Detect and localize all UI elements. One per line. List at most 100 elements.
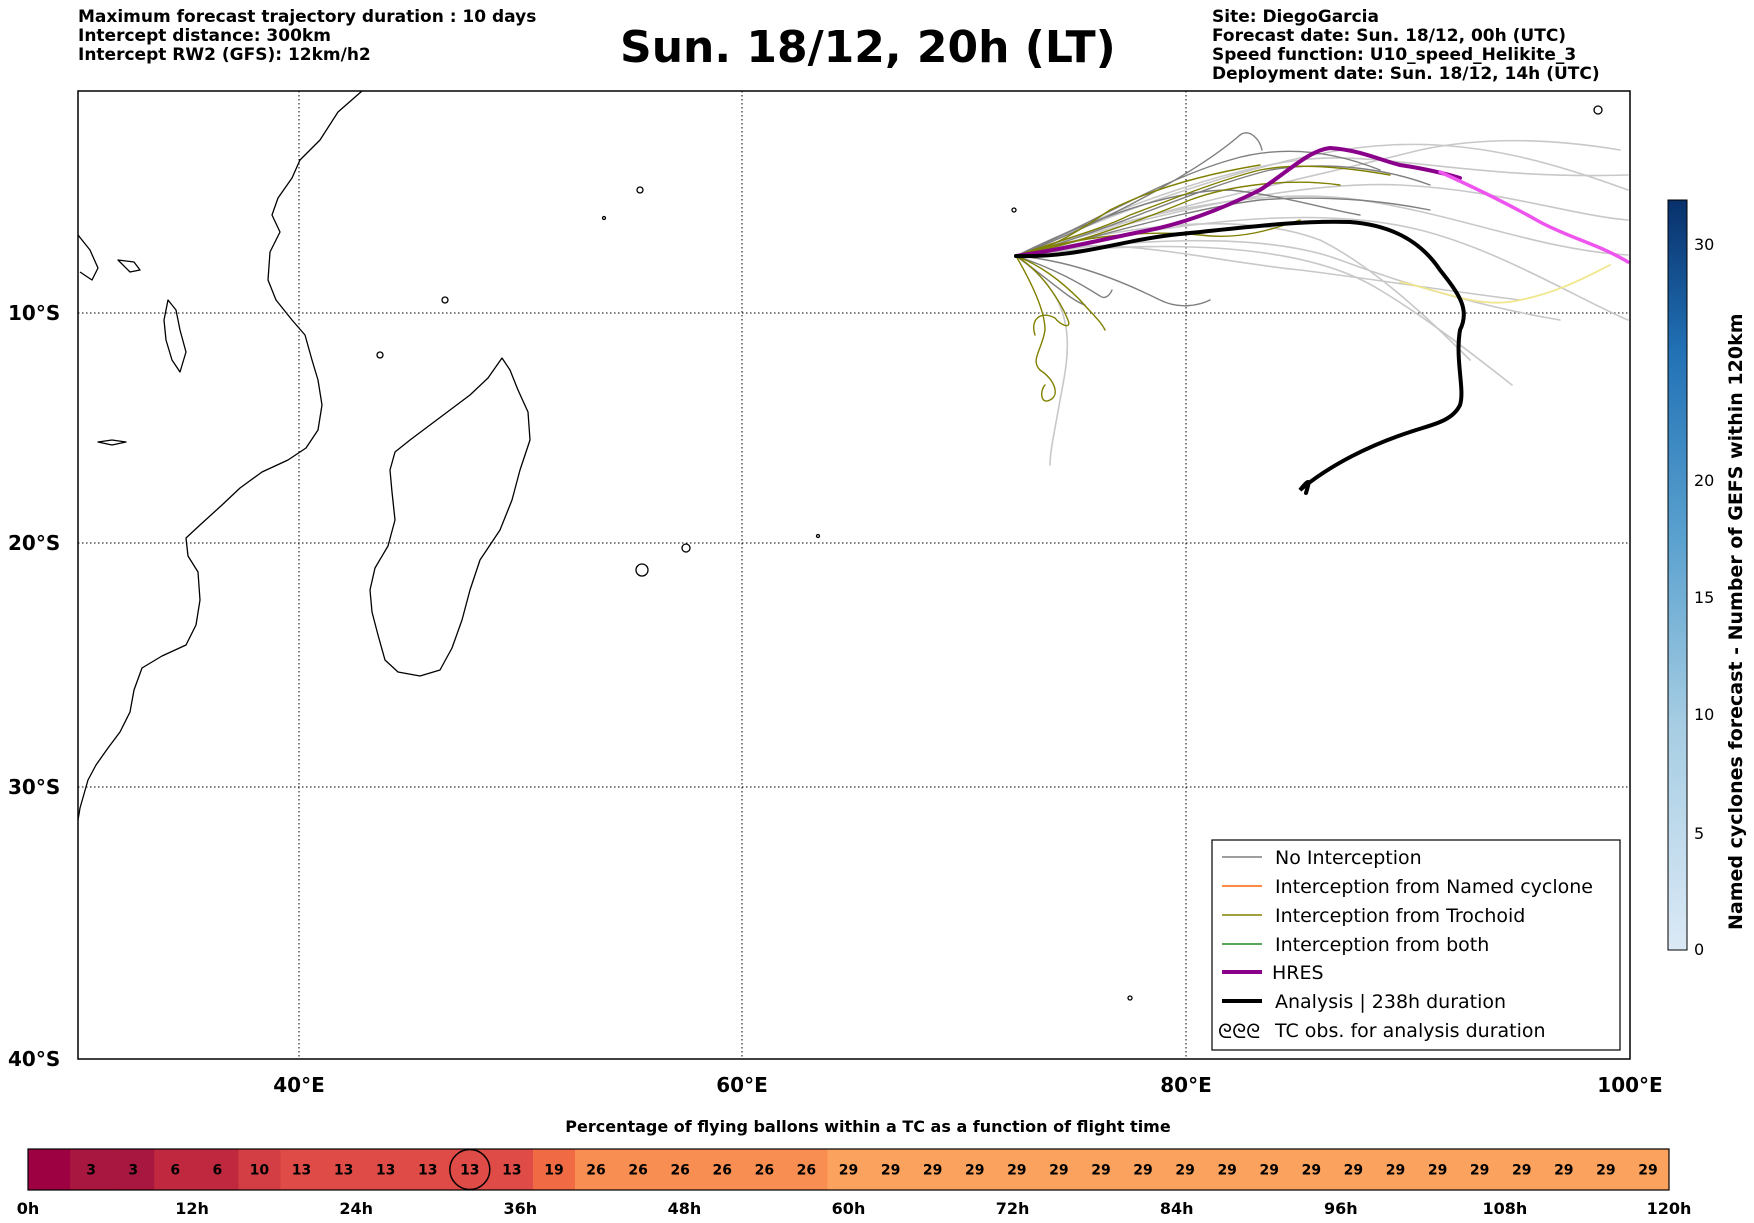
lon-label: 60°E [716,1073,768,1097]
legend-label: HRES [1272,962,1324,984]
timebar-cell [1079,1149,1123,1190]
legend-label: Interception from Trochoid [1275,905,1525,927]
timebar-hour-labels: 0h 12h 24h 36h 48h 60h 72h 84h 96h 108h 120h [17,1199,1692,1218]
legend: No Interception Interception from Named … [1211,839,1621,1051]
map-gridlines [78,91,1630,1059]
timebar-cell [406,1149,450,1190]
timebar-cell-value: 29 [1175,1163,1194,1179]
timebar-cells: 3 3 6 6 10 13 13 13 13 13 13 19 26 26 26 26 26 26 29 29 29 29… [28,1148,1670,1191]
timebar-cell-value: 29 [1133,1163,1152,1179]
timebar-cell-value: 29 [881,1163,900,1179]
timebar-hour-label: 120h [1647,1199,1692,1218]
legend-label: Interception from both [1275,934,1489,956]
timebar-cell [575,1149,618,1190]
timebar-cell [869,1149,913,1190]
coastlines [77,90,1603,1001]
timebar-cell-value: 3 [86,1163,96,1179]
timebar-hour-label: 36h [503,1199,537,1218]
timebar-cell [238,1149,281,1190]
colorbar-label: Named cyclones forecast - Number of GEFS… [1725,313,1747,930]
timebar-cell-value: 6 [212,1163,222,1179]
timebar-cell-value: 26 [670,1163,689,1179]
timebar-cell-value: 3 [128,1163,138,1179]
timebar-cell-value: 29 [965,1163,984,1179]
timebar-cell [827,1149,871,1190]
timebar-hour-label: 60h [832,1199,866,1218]
tc-obs-icon: ᘓᘓᘓ [1218,1019,1260,1043]
timebar-hour-label: 48h [668,1199,702,1218]
page-title: Sun. 18/12, 20h (LT) [620,22,1116,73]
timebar-cell [28,1149,71,1190]
forecast-date-text: Forecast date: Sun. 18/12, 00h (UTC) [1212,26,1567,46]
timebar-cell [953,1149,997,1190]
colorbar-tick: 30 [1694,235,1714,254]
timebar: Percentage of flying ballons within a TC… [17,1117,1692,1218]
timebar-cell-value: 29 [1091,1163,1110,1179]
timebar-cell-value: 29 [1260,1163,1279,1179]
legend-label: Analysis | 238h duration [1275,991,1506,1013]
timebar-cell [1416,1149,1460,1190]
timebar-title: Percentage of flying ballons within a TC… [565,1117,1171,1136]
timebar-cell [280,1149,324,1190]
timebar-hour-label: 96h [1324,1199,1358,1218]
timebar-cell-value: 6 [170,1163,180,1179]
timebar-hour-label: 108h [1483,1199,1528,1218]
timebar-cell-value: 26 [797,1163,816,1179]
timebar-cell-value: 29 [923,1163,942,1179]
timebar-cell [1584,1149,1628,1190]
timebar-cell [1626,1149,1670,1190]
timebar-cell-value: 19 [544,1163,563,1179]
colorbar-tick: 10 [1694,705,1714,724]
timebar-cell-value: 29 [1007,1163,1026,1179]
lat-label: 20°S [8,531,60,555]
timebar-cell-value: 13 [418,1163,437,1179]
timebar-cell-value: 10 [250,1163,270,1179]
timebar-cell [659,1149,702,1190]
timebar-cell [1500,1149,1544,1190]
intercept-rw2-text: Intercept RW2 (GFS): 12km/h2 [78,45,371,65]
timebar-cell-value: 13 [292,1163,311,1179]
timebar-cell [1248,1149,1291,1190]
timebar-cell-value: 26 [713,1163,732,1179]
colorbar: 0 5 10 15 20 30 Named cyclones forecast … [1667,199,1747,959]
timebar-cell [743,1149,786,1190]
map-frame [77,90,1631,1060]
timebar-cell [1332,1149,1375,1190]
intercept-distance-text: Intercept distance: 300km [78,26,331,46]
timebar-cell-value: 29 [1049,1163,1068,1179]
timebar-cell [617,1149,660,1190]
timebar-cell-value: 26 [586,1163,605,1179]
timebar-cell [196,1149,239,1190]
timebar-hour-label: 12h [175,1199,209,1218]
lat-label: 40°S [8,1047,60,1071]
yellow-trajectory [1399,264,1611,304]
timebar-hour-label: 0h [17,1199,40,1218]
timebar-cell-value: 29 [1470,1163,1489,1179]
timebar-cell-value: 29 [1512,1163,1531,1179]
lon-label: 100°E [1597,1073,1662,1097]
trajectory-lines [1014,132,1630,495]
timebar-cell [1122,1149,1165,1190]
timebar-cell [364,1149,408,1190]
timebar-cell-value: 13 [376,1163,395,1179]
timebar-cell [532,1149,576,1190]
timebar-cell-value: 29 [839,1163,858,1179]
timebar-cell-value: 29 [1217,1163,1236,1179]
timebar-cell-value: 29 [1554,1163,1573,1179]
timebar-cell [1290,1149,1333,1190]
timebar-cell-value: 29 [1638,1163,1657,1179]
analysis-trajectory [1014,219,1466,495]
timebar-cell [490,1149,534,1190]
colorbar-tick: 0 [1694,940,1704,959]
speed-function-text: Speed function: U10_speed_Helikite_3 [1212,45,1577,65]
timebar-cell [701,1149,744,1190]
timebar-cell-value: 13 [460,1163,479,1179]
timebar-cell [1037,1149,1081,1190]
legend-label: Interception from Named cyclone [1275,876,1593,898]
timebar-hour-label: 72h [996,1199,1030,1218]
timebar-hour-label: 24h [339,1199,373,1218]
lon-label: 80°E [1160,1073,1212,1097]
axis-labels: 10°S 20°S 30°S 40°S 40°E 60°E 80°E 100°E [8,301,1663,1097]
max-duration-text: Maximum forecast trajectory duration : 1… [78,7,537,27]
timebar-cell [112,1149,155,1190]
